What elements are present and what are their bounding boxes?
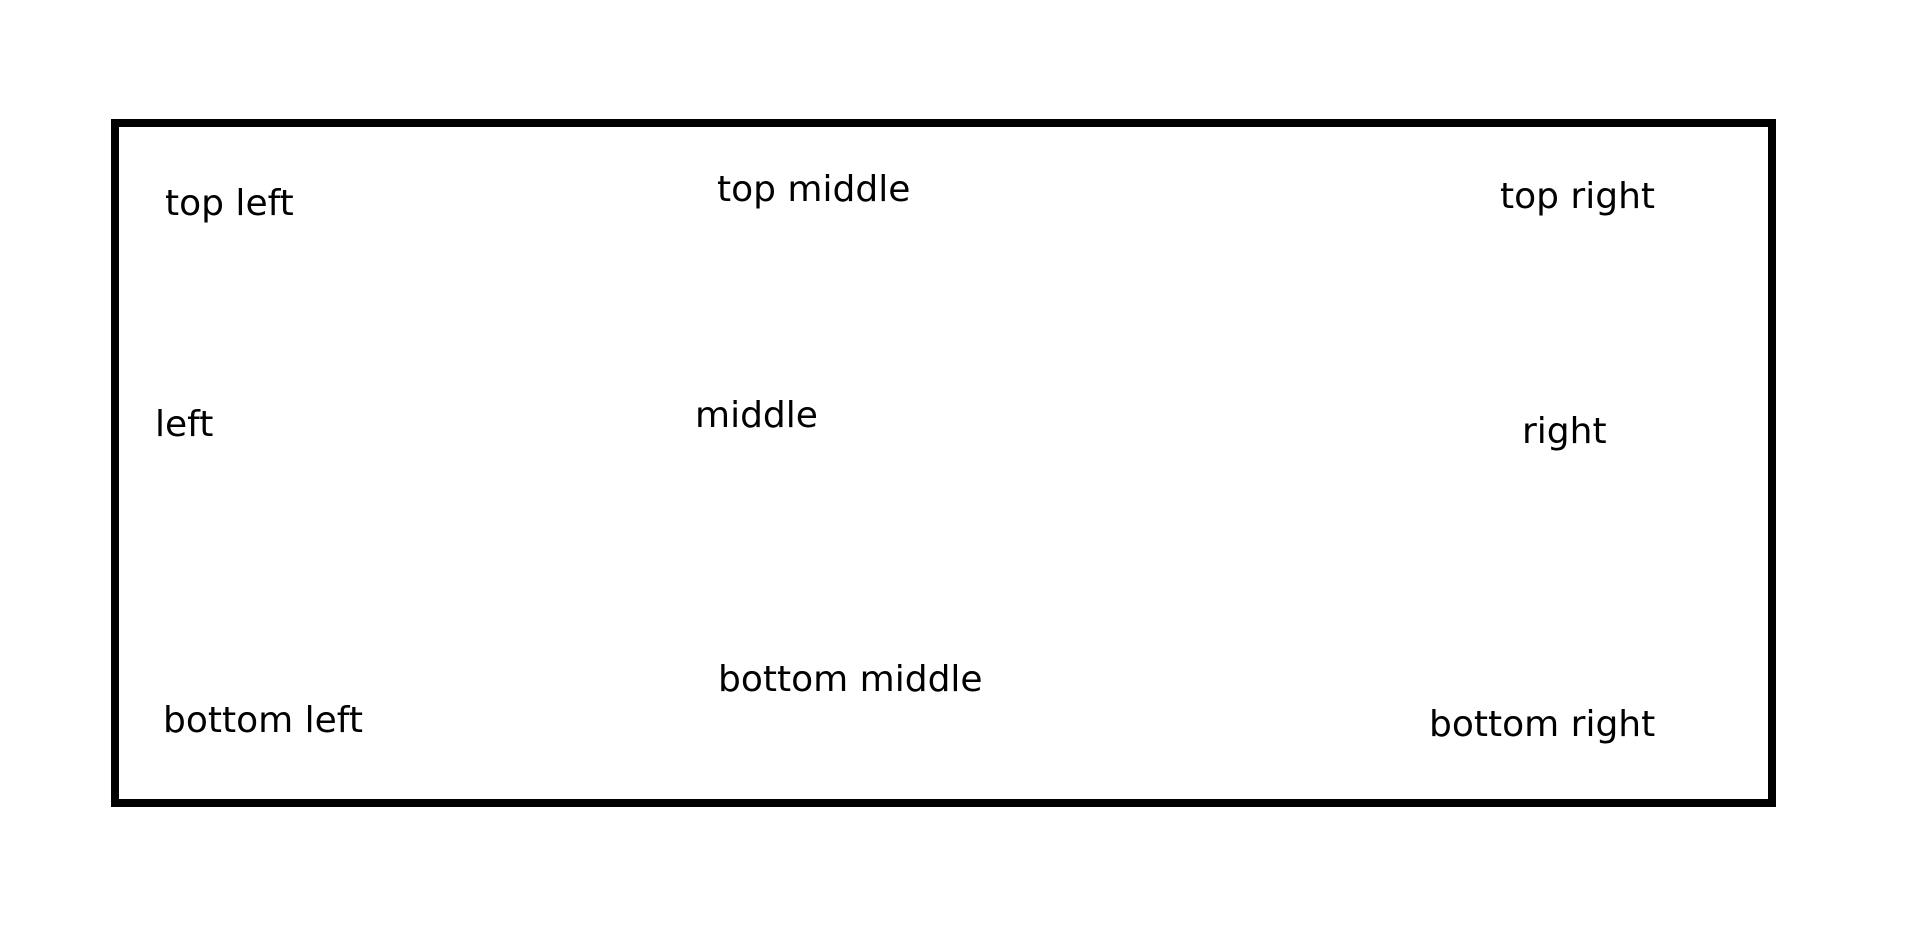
label-bottom-right: bottom right [1429, 704, 1656, 745]
label-top-left: top left [165, 183, 294, 224]
label-top-right: top right [1500, 176, 1656, 217]
label-middle: middle [695, 395, 818, 436]
label-bottom-left: bottom left [163, 700, 363, 741]
label-top-middle: top middle [717, 169, 911, 210]
label-right: right [1522, 411, 1607, 452]
label-left: left [155, 404, 214, 445]
bounding-box-frame [111, 119, 1776, 807]
label-bottom-middle: bottom middle [718, 659, 983, 700]
